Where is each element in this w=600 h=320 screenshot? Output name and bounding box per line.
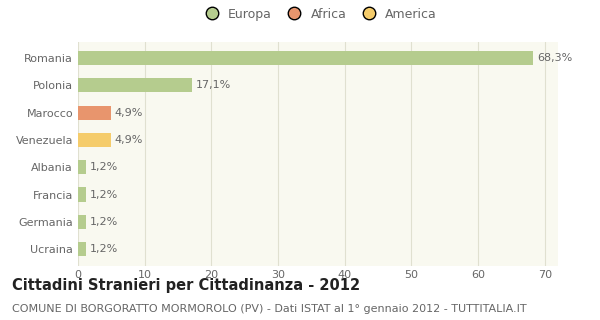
Text: 68,3%: 68,3% <box>538 53 572 63</box>
Text: Cittadini Stranieri per Cittadinanza - 2012: Cittadini Stranieri per Cittadinanza - 2… <box>12 278 360 293</box>
Bar <box>78 133 110 147</box>
Bar <box>78 78 192 92</box>
Bar <box>78 188 86 202</box>
Text: 1,2%: 1,2% <box>90 217 118 227</box>
Bar <box>78 215 86 229</box>
Text: 1,2%: 1,2% <box>90 244 118 254</box>
Text: 17,1%: 17,1% <box>196 80 231 90</box>
Text: COMUNE DI BORGORATTO MORMOROLO (PV) - Dati ISTAT al 1° gennaio 2012 - TUTTITALIA: COMUNE DI BORGORATTO MORMOROLO (PV) - Da… <box>12 304 527 314</box>
Text: 4,9%: 4,9% <box>115 108 143 118</box>
Legend: Europa, Africa, America: Europa, Africa, America <box>199 8 437 20</box>
Text: 1,2%: 1,2% <box>90 189 118 200</box>
Bar <box>78 106 110 120</box>
Bar <box>78 160 86 174</box>
Text: 4,9%: 4,9% <box>115 135 143 145</box>
Bar <box>78 242 86 256</box>
Text: 1,2%: 1,2% <box>90 162 118 172</box>
Bar <box>78 51 533 65</box>
